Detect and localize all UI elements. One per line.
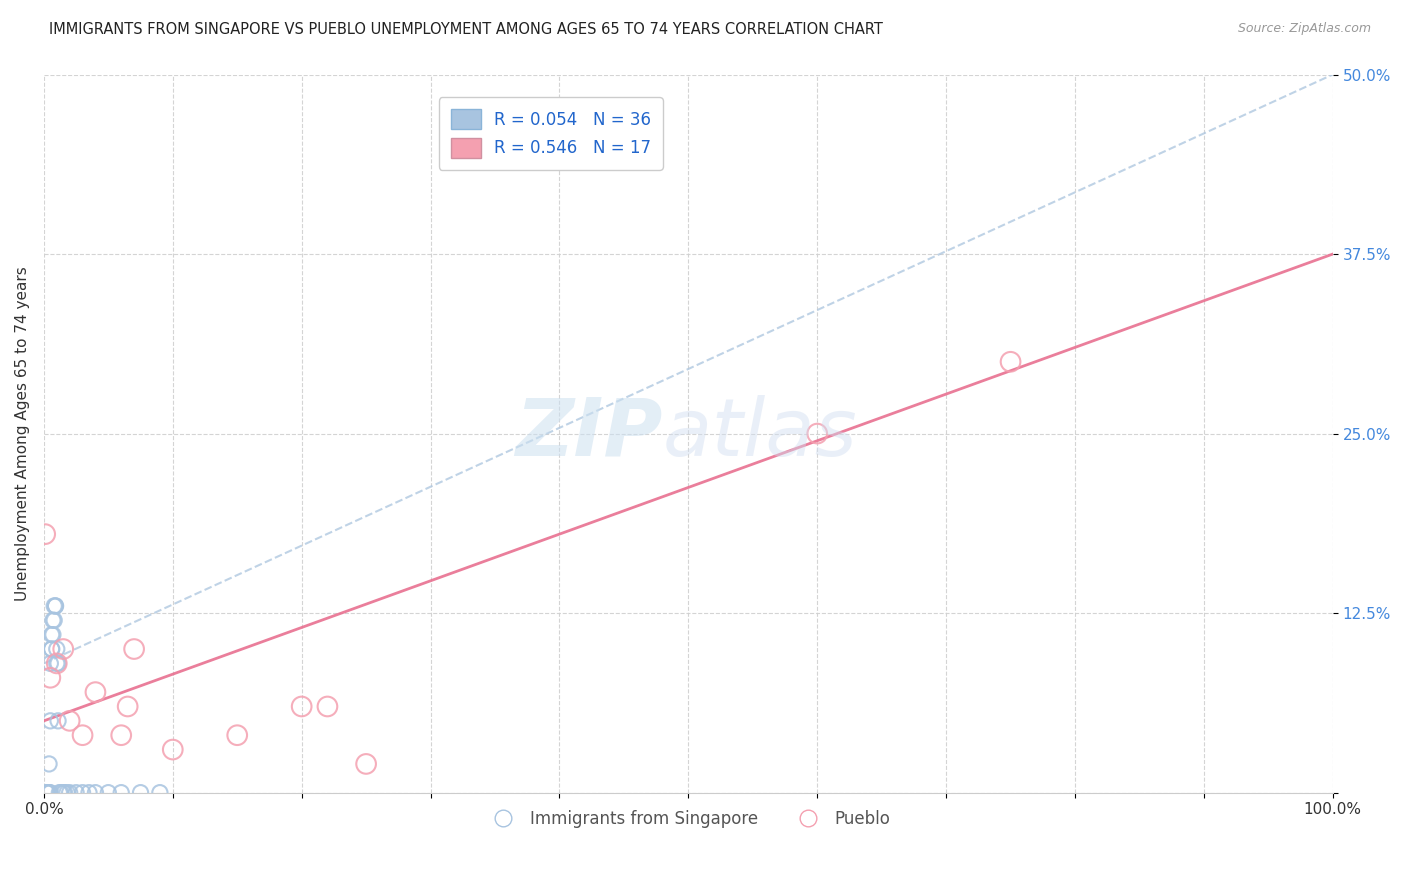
Point <box>49 786 72 800</box>
Point <box>52 786 75 800</box>
Point <box>162 742 184 756</box>
Text: atlas: atlas <box>662 394 858 473</box>
Text: Source: ZipAtlas.com: Source: ZipAtlas.com <box>1237 22 1371 36</box>
Point <box>45 657 67 671</box>
Point <box>84 786 107 800</box>
Point <box>42 613 65 627</box>
Point <box>97 786 120 800</box>
Point <box>122 642 145 657</box>
Point <box>46 714 69 728</box>
Point <box>38 786 60 800</box>
Point <box>316 699 339 714</box>
Point <box>129 786 152 800</box>
Point <box>59 714 82 728</box>
Point <box>226 728 249 742</box>
Point <box>45 642 67 657</box>
Point <box>44 613 66 627</box>
Point <box>44 599 66 613</box>
Point <box>806 426 828 441</box>
Point <box>37 786 59 800</box>
Point <box>291 699 314 714</box>
Point <box>59 786 82 800</box>
Point <box>354 756 377 771</box>
Point <box>39 671 62 685</box>
Point <box>53 786 76 800</box>
Point <box>45 657 67 671</box>
Text: IMMIGRANTS FROM SINGAPORE VS PUEBLO UNEMPLOYMENT AMONG AGES 65 TO 74 YEARS CORRE: IMMIGRANTS FROM SINGAPORE VS PUEBLO UNEM… <box>49 22 883 37</box>
Point <box>72 728 94 742</box>
Point <box>41 642 63 657</box>
Point <box>110 728 132 742</box>
Point <box>84 685 107 699</box>
Point <box>42 628 65 642</box>
Text: ZIP: ZIP <box>515 394 662 473</box>
Y-axis label: Unemployment Among Ages 65 to 74 years: Unemployment Among Ages 65 to 74 years <box>15 266 30 601</box>
Point <box>38 786 60 800</box>
Legend: Immigrants from Singapore, Pueblo: Immigrants from Singapore, Pueblo <box>479 804 897 835</box>
Point <box>41 642 63 657</box>
Point <box>39 657 62 671</box>
Point <box>35 786 58 800</box>
Point <box>34 527 56 541</box>
Point <box>41 628 63 642</box>
Point <box>72 786 94 800</box>
Point <box>39 786 62 800</box>
Point <box>48 786 70 800</box>
Point <box>56 786 79 800</box>
Point <box>46 657 69 671</box>
Point <box>110 786 132 800</box>
Point <box>39 714 62 728</box>
Point <box>77 786 100 800</box>
Point <box>1000 355 1022 369</box>
Point <box>37 786 59 800</box>
Point <box>38 756 60 771</box>
Point <box>52 642 75 657</box>
Point <box>149 786 172 800</box>
Point <box>65 786 87 800</box>
Point <box>44 599 66 613</box>
Point <box>117 699 139 714</box>
Point <box>44 599 66 613</box>
